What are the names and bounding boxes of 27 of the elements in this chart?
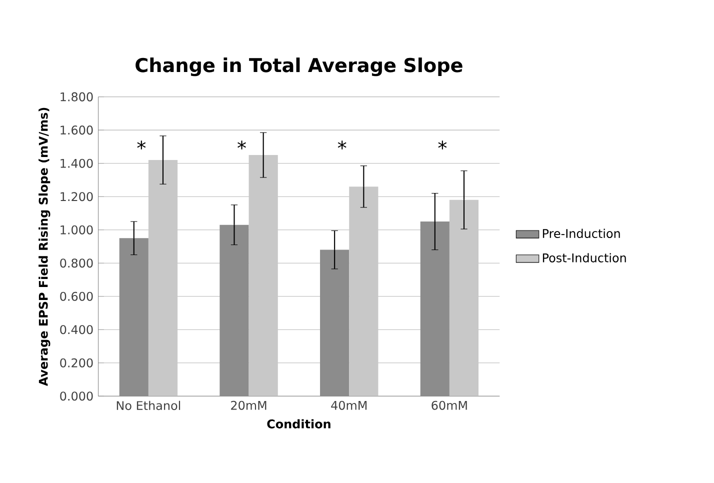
x-tick-label: 60mM	[432, 400, 467, 410]
y-axis-title: Average EPSP Field Rising Slope (mV/ms)	[38, 108, 50, 386]
y-tick-label: 1.800	[60, 92, 93, 102]
legend-label: Post-Induction	[542, 253, 626, 262]
bar	[248, 154, 278, 396]
x-tick-label: No Ethanol	[116, 400, 180, 410]
chart-title: Change in Total Average Slope	[136, 58, 462, 76]
y-tick-label: 0.400	[60, 325, 93, 334]
y-tick-label: 0.600	[60, 292, 93, 301]
bar	[349, 186, 378, 396]
y-tick-label: 1.600	[60, 126, 93, 135]
x-tick-label: 40mM	[331, 400, 367, 410]
annotation: *	[137, 140, 146, 150]
y-tick-label: 1.000	[60, 225, 93, 234]
bar	[449, 200, 479, 396]
y-tick-label: 0.800	[60, 258, 93, 268]
x-axis-title: Condition	[267, 419, 330, 428]
bar	[148, 160, 178, 396]
y-tick-label: 1.200	[60, 192, 93, 202]
y-tick-label: 1.400	[60, 158, 93, 168]
y-tick-label: 0.200	[60, 358, 93, 368]
y-tick-label: 0.000	[60, 392, 93, 401]
annotation: *	[338, 140, 346, 150]
annotation: *	[238, 140, 246, 150]
legend-label: Pre-Induction	[542, 228, 620, 238]
x-tick-label: 20mM	[231, 400, 266, 410]
annotation: *	[438, 140, 447, 150]
